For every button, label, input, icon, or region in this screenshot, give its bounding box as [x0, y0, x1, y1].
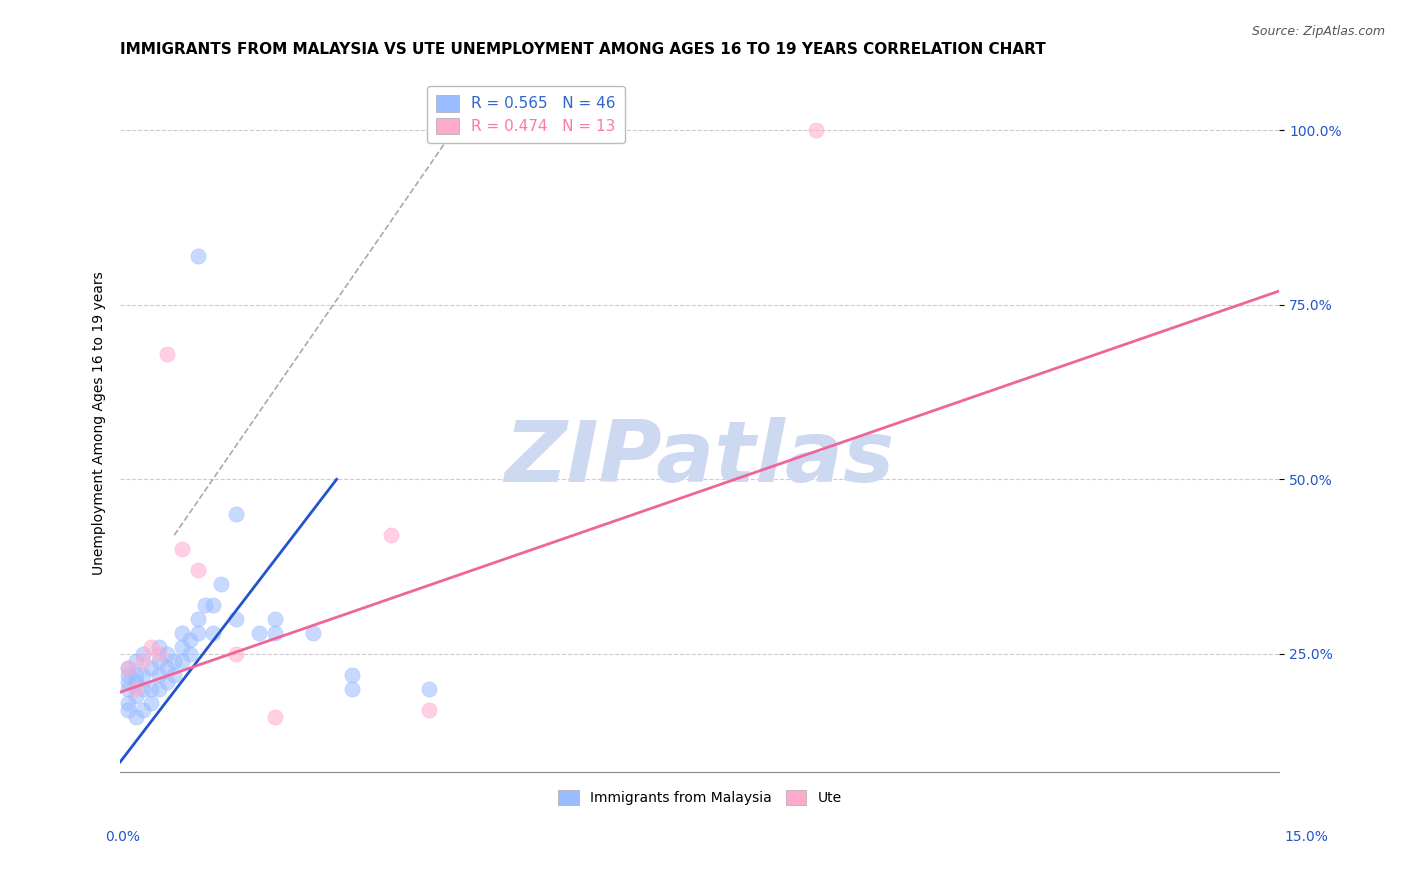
Point — [247, 625, 270, 640]
Point — [124, 689, 146, 703]
Point — [340, 681, 363, 696]
Point — [179, 632, 201, 647]
Point — [170, 654, 193, 668]
Point — [163, 654, 186, 668]
Point — [117, 681, 139, 696]
Point — [148, 640, 170, 654]
Text: 15.0%: 15.0% — [1285, 830, 1329, 844]
Point — [170, 625, 193, 640]
Point — [117, 674, 139, 689]
Y-axis label: Unemployment Among Ages 16 to 19 years: Unemployment Among Ages 16 to 19 years — [93, 272, 107, 575]
Point — [139, 661, 162, 675]
Point — [155, 674, 177, 689]
Point — [804, 123, 827, 137]
Point — [209, 577, 232, 591]
Point — [170, 542, 193, 557]
Point — [155, 647, 177, 661]
Point — [139, 696, 162, 710]
Point — [263, 612, 285, 626]
Point — [155, 347, 177, 361]
Point — [179, 647, 201, 661]
Point — [117, 661, 139, 675]
Point — [124, 709, 146, 723]
Point — [340, 667, 363, 681]
Point — [148, 681, 170, 696]
Point — [186, 563, 208, 577]
Point — [225, 647, 247, 661]
Point — [117, 667, 139, 681]
Point — [139, 681, 162, 696]
Point — [117, 703, 139, 717]
Point — [263, 625, 285, 640]
Point — [139, 640, 162, 654]
Point — [124, 667, 146, 681]
Point — [148, 647, 170, 661]
Point — [132, 703, 155, 717]
Point — [124, 654, 146, 668]
Point — [132, 654, 155, 668]
Point — [201, 598, 224, 612]
Point — [201, 625, 224, 640]
Point — [186, 612, 208, 626]
Point — [263, 709, 285, 723]
Point — [148, 654, 170, 668]
Point — [170, 640, 193, 654]
Point — [117, 661, 139, 675]
Point — [132, 667, 155, 681]
Text: IMMIGRANTS FROM MALAYSIA VS UTE UNEMPLOYMENT AMONG AGES 16 TO 19 YEARS CORRELATI: IMMIGRANTS FROM MALAYSIA VS UTE UNEMPLOY… — [121, 42, 1046, 57]
Point — [148, 667, 170, 681]
Point — [117, 696, 139, 710]
Point — [132, 647, 155, 661]
Point — [194, 598, 217, 612]
Text: ZIPatlas: ZIPatlas — [505, 417, 896, 500]
Point — [155, 661, 177, 675]
Point — [225, 612, 247, 626]
Text: 0.0%: 0.0% — [105, 830, 141, 844]
Point — [418, 681, 440, 696]
Point — [132, 681, 155, 696]
Text: Source: ZipAtlas.com: Source: ZipAtlas.com — [1251, 25, 1385, 38]
Point — [163, 667, 186, 681]
Point — [380, 528, 402, 542]
Point — [186, 625, 208, 640]
Point — [302, 625, 325, 640]
Point — [186, 249, 208, 263]
Point — [418, 703, 440, 717]
Legend: Immigrants from Malaysia, Ute: Immigrants from Malaysia, Ute — [553, 784, 848, 811]
Point — [124, 674, 146, 689]
Point — [124, 681, 146, 696]
Point — [225, 507, 247, 521]
